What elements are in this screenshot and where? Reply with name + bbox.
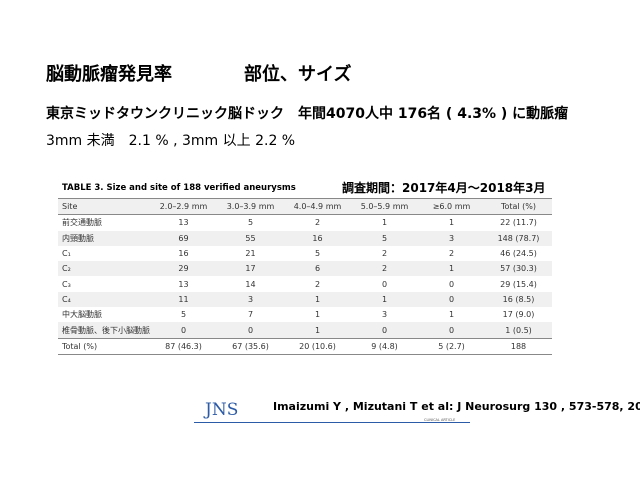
cell: 20 (10.6) — [284, 337, 351, 355]
row-label: 前交通動脈 — [62, 218, 102, 228]
cell: 0 — [180, 325, 187, 335]
cell: 2.0–2.9 mm — [150, 197, 217, 216]
cell: 14 — [245, 279, 256, 289]
cell: Total (%) — [485, 197, 552, 216]
survey-period: 調査期間：2017年4月～2018年3月 — [342, 181, 546, 195]
cell: 1 — [448, 310, 455, 320]
table-caption: TABLE 3. Size and site of 188 verified a… — [62, 183, 296, 193]
row-label: Site — [58, 197, 150, 216]
cell: 0 — [448, 279, 455, 289]
cell: 1 — [448, 264, 455, 274]
cell: 29 — [178, 264, 189, 274]
summary-line: 東京ミッドタウンクリニック脳ドック 年間4070人中 176名 ( 4.3% )… — [46, 106, 569, 122]
cell: 0 — [448, 294, 455, 304]
cell: 13 — [178, 218, 189, 228]
slide-subtitle: 部位、サイズ — [244, 64, 352, 85]
cell: 3 — [381, 310, 388, 320]
cell: 69 — [178, 233, 189, 243]
slide-title: 脳動脈瘤発見率 — [46, 64, 172, 85]
cell: 1 — [314, 310, 321, 320]
cell: 29 (15.4) — [500, 279, 537, 289]
cell: 148 (78.7) — [497, 233, 540, 243]
logo-subtext: CLINICAL ARTICLE — [424, 418, 456, 422]
table-row: C₂ 29 17 6 2 1 57 (30.3) — [58, 261, 552, 277]
header-row: Site 2.0–2.9 mm 3.0–3.9 mm 4.0–4.9 mm 5.0–5.… — [58, 197, 552, 216]
cell: 2 — [314, 279, 321, 289]
cell: 0 — [381, 325, 388, 335]
logo-line — [194, 422, 470, 423]
cell: 16 — [178, 249, 189, 259]
cell: 3 — [448, 233, 455, 243]
cell: 16 (8.5) — [502, 294, 535, 304]
cell: 5 — [247, 218, 254, 228]
cell: 1 — [314, 325, 321, 335]
table-row: 椎骨動脈、後下小脳動脈 0 0 1 0 0 1 (0.5) — [58, 322, 552, 339]
cell: 5 — [314, 249, 321, 259]
citation: Imaizumi Y , Mizutani T et al: J Neurosu… — [273, 400, 640, 413]
cell: 87 (46.3) — [150, 337, 217, 355]
cell: 13 — [178, 279, 189, 289]
row-label: C₁ — [62, 249, 71, 259]
cell: 57 (30.3) — [500, 264, 537, 274]
table-row: C₃ 13 14 2 0 0 29 (15.4) — [58, 276, 552, 291]
cell: 9 (4.8) — [351, 337, 418, 355]
cell: 22 (11.7) — [500, 218, 537, 228]
cell: 2 — [314, 218, 321, 228]
cell: 5 (2.7) — [418, 337, 485, 355]
cell: 17 (9.0) — [502, 310, 535, 320]
row-label: 椎骨動脈、後下小脳動脈 — [62, 325, 150, 335]
cell: 188 — [485, 337, 552, 355]
cell: 1 — [381, 294, 388, 304]
cell: 2 — [381, 264, 388, 274]
cell: 5 — [381, 233, 388, 243]
table: Site 2.0–2.9 mm 3.0–3.9 mm 4.0–4.9 mm 5.0–5.… — [58, 197, 552, 355]
cell: 2 — [381, 249, 388, 259]
cell: 55 — [245, 233, 256, 243]
cell: 0 — [381, 279, 388, 289]
cell: 46 (24.5) — [500, 249, 537, 259]
cell: 17 — [245, 264, 256, 274]
cell: 1 — [448, 218, 455, 228]
cell: 11 — [178, 294, 189, 304]
cell: 1 — [314, 294, 321, 304]
summary-line: 3mm 未満 2.1 % , 3mm 以上 2.2 % — [46, 133, 296, 149]
cell: 3 — [247, 294, 254, 304]
cell: 67 (35.6) — [217, 337, 284, 355]
logo: JNS — [205, 400, 239, 420]
row-label: C₄ — [62, 294, 71, 304]
cell: 2 — [448, 249, 455, 259]
cell: 4.0–4.9 mm — [284, 197, 351, 216]
row-label: C₃ — [62, 279, 71, 289]
table-row: 内頸動脈 69 55 16 5 3 148 (78.7) — [58, 230, 552, 246]
cell: 5.0–5.9 mm — [351, 197, 418, 216]
row-label: C₂ — [62, 264, 71, 274]
row-label: 中大脳動脈 — [62, 310, 102, 320]
cell: 7 — [247, 310, 254, 320]
table-row: 前交通動脈 13 5 2 1 1 22 (11.7) — [58, 215, 552, 231]
cell: ≥6.0 mm — [418, 197, 485, 216]
table-row: C₁ 16 21 5 2 2 46 (24.5) — [58, 246, 552, 261]
table-row: 中大脳動脈 5 7 1 3 1 17 (9.0) — [58, 307, 552, 322]
table-row: C₄ 11 3 1 1 0 16 (8.5) — [58, 291, 552, 308]
cell: 6 — [314, 264, 321, 274]
cell: 21 — [245, 249, 256, 259]
cell: 3.0–3.9 mm — [217, 197, 284, 216]
cell: 0 — [448, 325, 455, 335]
row-label: 内頸動脈 — [62, 233, 94, 243]
cell: 5 — [180, 310, 187, 320]
cell: 1 — [381, 218, 388, 228]
row-label: Total (%) — [58, 337, 150, 355]
cell: 0 — [247, 325, 254, 335]
cell: 16 — [312, 233, 323, 243]
cell: 1 (0.5) — [505, 325, 532, 335]
table-row: Total (%) 87 (46.3) 67 (35.6) 20 (10.6) 9 (4… — [58, 337, 552, 355]
